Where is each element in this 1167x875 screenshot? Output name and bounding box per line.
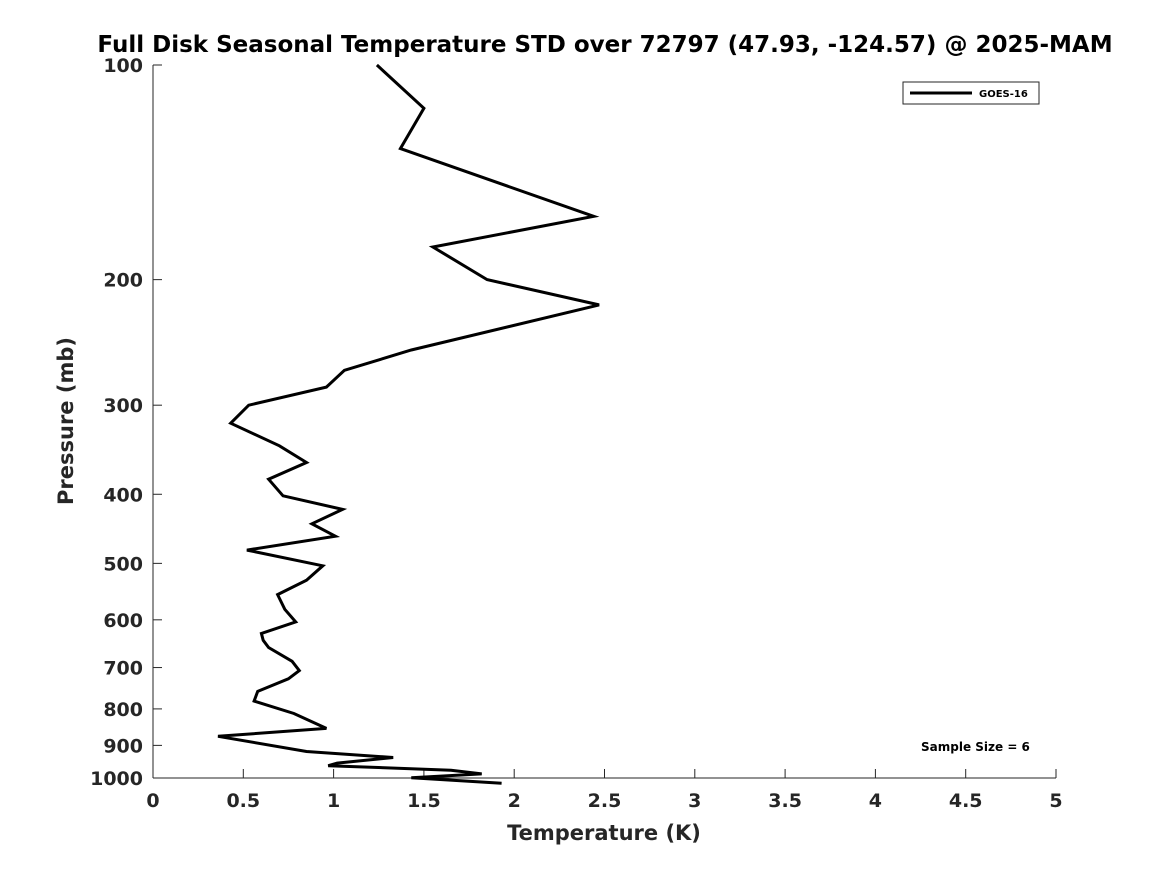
sample-size-annotation: Sample Size = 6 — [921, 740, 1030, 754]
y-tick-label: 600 — [103, 610, 143, 632]
plot-area — [153, 65, 1056, 778]
y-axis-label: Pressure (mb) — [54, 337, 78, 505]
legend: GOES-16 — [902, 81, 1040, 105]
y-tick-label: 200 — [103, 270, 143, 292]
x-tick-label: 4.5 — [949, 790, 983, 812]
x-tick-label: 1.5 — [407, 790, 441, 812]
y-tick-label: 800 — [103, 699, 143, 721]
x-tick-label: 2 — [508, 790, 521, 812]
x-tick-label: 5 — [1049, 790, 1062, 812]
x-tick-label: 2.5 — [588, 790, 622, 812]
x-tick-label: 4 — [869, 790, 882, 812]
series-line-goes-16 — [217, 63, 600, 785]
x-axis-ticks: 0 0.5 1 1.5 2 2.5 3 3.5 4 4.5 5 — [146, 769, 1063, 812]
y-tick-label: 700 — [103, 658, 143, 680]
x-tick-label: 1 — [327, 790, 340, 812]
y-tick-label: 100 — [103, 55, 143, 77]
y-axis-ticks: 100 200 300 400 500 600 700 800 900 1000 — [90, 55, 162, 790]
y-tick-label: 400 — [103, 484, 143, 506]
legend-label: GOES-16 — [979, 89, 1028, 100]
x-tick-label: 0 — [146, 790, 159, 812]
chart-title: Full Disk Seasonal Temperature STD over … — [97, 32, 1112, 58]
y-tick-label: 500 — [103, 553, 143, 575]
y-tick-label: 300 — [103, 395, 143, 417]
x-tick-label: 3.5 — [768, 790, 802, 812]
y-tick-label: 900 — [103, 735, 143, 757]
x-tick-label: 3 — [688, 790, 701, 812]
x-axis-label: Temperature (K) — [507, 821, 701, 845]
x-tick-label: 0.5 — [226, 790, 260, 812]
y-tick-label: 1000 — [90, 768, 143, 790]
